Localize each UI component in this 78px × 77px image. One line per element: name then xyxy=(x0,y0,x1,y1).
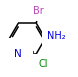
Text: NH₂: NH₂ xyxy=(47,31,65,41)
Text: Br: Br xyxy=(33,6,44,16)
Text: N: N xyxy=(14,49,22,59)
Text: Cl: Cl xyxy=(38,59,48,69)
